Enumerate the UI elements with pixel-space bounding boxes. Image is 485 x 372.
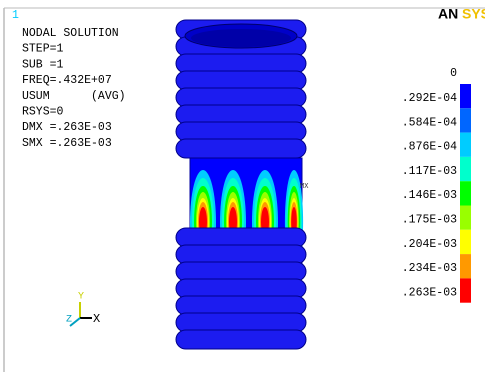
logo-left: AN [438,6,458,22]
info-line: RSYS=0 [22,106,64,119]
upper-bellows-ring [176,105,306,124]
lower-bellows-ring [176,279,306,298]
lower-bellows-ring [176,330,306,349]
info-line: SUB =1 [22,58,64,71]
info-line: USUM (AVG) [22,90,126,103]
lower-bellows-ring [176,262,306,281]
legend-swatch [460,278,471,302]
model [176,20,306,349]
legend-swatch [460,206,471,230]
upper-bellows-ring [176,122,306,141]
legend-label: .263E-03 [402,286,457,299]
info-line: DMX =.263E-03 [22,121,112,134]
info-line: NODAL SOLUTION [22,27,119,40]
info-line: STEP=1 [22,43,64,56]
legend-label: .234E-03 [402,262,457,275]
info-line: SMX =.263E-03 [22,137,112,150]
legend-swatch [460,108,471,132]
upper-bellows-ring [176,71,306,90]
legend-label: .146E-03 [402,189,457,202]
legend-label: .584E-04 [402,116,457,129]
legend-label: .292E-04 [402,92,457,105]
triad-x-label: X [93,312,100,326]
lower-bellows-ring [176,245,306,264]
legend-swatch [460,84,471,108]
triad-y-label: Y [78,292,84,303]
upper-bellows-ring [176,54,306,73]
legend-swatch [460,254,471,278]
top-opening-inner [191,29,291,47]
upper-bellows-ring [176,88,306,107]
legend-label: .175E-03 [402,214,457,227]
legend-swatch [460,230,471,254]
window-number: 1 [12,9,19,22]
lower-bellows-ring [176,296,306,315]
legend-swatch [460,181,471,205]
legend-label: .876E-04 [402,141,457,154]
max-label: MX [300,183,309,191]
upper-bellows-ring [176,139,306,158]
legend-label: .117E-03 [402,165,457,178]
legend-top-label: 0 [450,67,457,80]
info-line: FREQ=.432E+07 [22,74,112,87]
legend-label: .204E-03 [402,238,457,251]
logo-right: SYS [462,6,485,22]
lower-bellows-ring [176,313,306,332]
legend-swatch [460,157,471,181]
lower-bellows-ring [176,228,306,247]
triad-z-label: Z [66,315,72,326]
ansys-window: 1 AN SYS MX NODAL SOLUTION STEP=1 SUB =1 FR… [0,0,485,372]
legend-swatch [460,133,471,157]
